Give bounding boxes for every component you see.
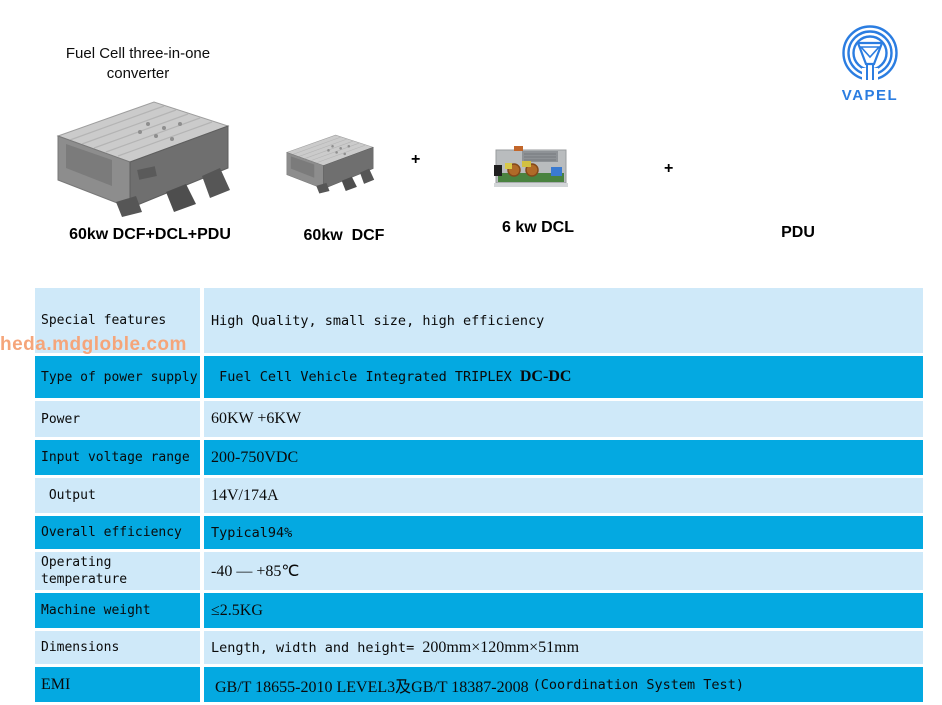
value-part: High Quality, small size, high efficienc… bbox=[211, 312, 545, 329]
vapel-logo-icon bbox=[842, 25, 898, 82]
product-image-6kw-dcl bbox=[494, 146, 568, 187]
row-label: Power bbox=[35, 401, 200, 437]
product-label-pdu: PDU bbox=[781, 224, 815, 241]
vapel-logo: VAPEL bbox=[836, 24, 904, 104]
row-value: Typical94% bbox=[204, 516, 923, 549]
row-label: EMI bbox=[35, 667, 200, 702]
table-row: Operating temperature -40 — +85℃ bbox=[35, 552, 923, 590]
table-row: Special features High Quality, small size… bbox=[35, 288, 923, 353]
vapel-logo-text: VAPEL bbox=[841, 87, 899, 104]
value-part: 200mm×120mm×51mm bbox=[422, 638, 580, 656]
row-value: 60KW +6KW bbox=[204, 401, 923, 437]
product-label-60kw-dcf: 60kw DCF bbox=[303, 227, 385, 244]
table-row: Power 60KW +6KW bbox=[35, 401, 923, 437]
value-part: (Coordination System Test) bbox=[532, 676, 744, 693]
plus-sign-1: + bbox=[411, 151, 421, 168]
watermark: heda.mdgloble.com bbox=[0, 334, 187, 355]
value-part: Length, width and height= bbox=[211, 639, 423, 656]
table-row: Type of power supply Fuel Cell Vehicle I… bbox=[35, 356, 923, 398]
spec-table: Special features High Quality, small size… bbox=[35, 288, 923, 705]
row-value: 200-750VDC bbox=[204, 440, 923, 475]
value-part: DC-DC bbox=[519, 368, 572, 385]
column-divider bbox=[200, 401, 204, 437]
row-label: Type of power supply bbox=[35, 356, 200, 398]
row-label: Output bbox=[35, 478, 200, 513]
value-part: Fuel Cell Vehicle Integrated TRIPLEX bbox=[211, 369, 520, 385]
column-divider bbox=[200, 593, 204, 628]
value-part: -40 — +85℃ bbox=[211, 563, 300, 580]
row-value: ≤2.5KG bbox=[204, 593, 923, 628]
row-label: Dimensions bbox=[35, 631, 200, 664]
row-value: High Quality, small size, high efficienc… bbox=[204, 288, 923, 353]
row-label: Machine weight bbox=[35, 593, 200, 628]
row-label: Operating temperature bbox=[35, 552, 200, 590]
column-divider bbox=[200, 667, 204, 702]
value-part: ≤2.5KG bbox=[211, 601, 263, 619]
row-label: Overall efficiency bbox=[35, 516, 200, 549]
row-value: GB/T 18655-2010 LEVEL3及GB/T 18387-2008 (… bbox=[204, 667, 923, 702]
value-part: 200-750VDC bbox=[211, 448, 299, 466]
product-label-6kw-dcl: 6 kw DCL bbox=[501, 219, 574, 236]
table-row: Overall efficiency Typical94% bbox=[35, 516, 923, 549]
page-title-line1: Fuel Cell three-in-one bbox=[65, 45, 211, 62]
row-label: Input voltage range bbox=[35, 440, 200, 475]
row-value: Fuel Cell Vehicle Integrated TRIPLEX DC-… bbox=[204, 356, 923, 398]
column-divider bbox=[200, 516, 204, 549]
product-image-60kw-dcf bbox=[286, 134, 375, 194]
page-title: Fuel Cell three-in-one converter bbox=[47, 44, 229, 84]
product-label-60kw-dcf-dcl-pdu: 60kw DCF+DCL+PDU bbox=[69, 226, 231, 243]
column-divider bbox=[200, 631, 204, 664]
row-value: 14V/174A bbox=[204, 478, 923, 513]
row-value: -40 — +85℃ bbox=[204, 552, 923, 590]
column-divider bbox=[200, 440, 204, 475]
value-part: 14V/174A bbox=[211, 486, 279, 504]
column-divider bbox=[200, 552, 204, 590]
table-row: EMI GB/T 18655-2010 LEVEL3及GB/T 18387-20… bbox=[35, 667, 923, 702]
column-divider bbox=[200, 288, 204, 353]
table-row: Output 14V/174A bbox=[35, 478, 923, 513]
value-part: GB/T 18655-2010 LEVEL3及GB/T 18387-2008 bbox=[211, 678, 533, 696]
product-image-60kw-dcf-dcl-pdu bbox=[56, 101, 230, 217]
column-divider bbox=[200, 478, 204, 513]
table-row: Input voltage range 200-750VDC bbox=[35, 440, 923, 475]
column-divider bbox=[200, 356, 204, 398]
value-part: Typical94% bbox=[211, 524, 293, 541]
row-label: Special features bbox=[35, 288, 200, 353]
table-row: Dimensions Length, width and height= 200m… bbox=[35, 631, 923, 664]
page-title-line2: converter bbox=[106, 65, 170, 82]
row-value: Length, width and height= 200mm×120mm×51… bbox=[204, 631, 923, 664]
value-part: 60KW +6KW bbox=[211, 410, 302, 427]
plus-sign-2: + bbox=[664, 160, 674, 177]
table-row: Machine weight ≤2.5KG bbox=[35, 593, 923, 628]
